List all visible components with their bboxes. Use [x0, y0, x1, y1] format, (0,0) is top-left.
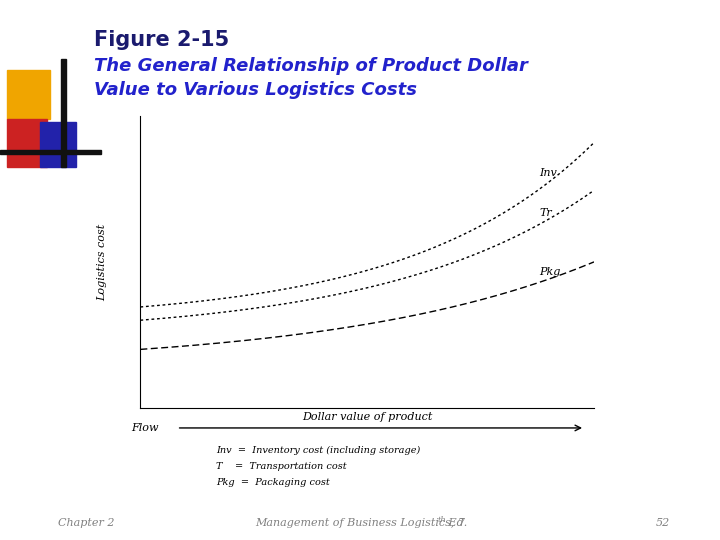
- X-axis label: Dollar value of product: Dollar value of product: [302, 412, 433, 422]
- Text: th: th: [438, 516, 446, 524]
- Text: T    =  Transportation cost: T = Transportation cost: [216, 462, 346, 471]
- Text: Management of Business Logistics, 7: Management of Business Logistics, 7: [255, 518, 465, 528]
- Text: Inv: Inv: [539, 168, 557, 178]
- Text: Pkg  =  Packaging cost: Pkg = Packaging cost: [216, 478, 330, 487]
- Text: 52: 52: [655, 518, 670, 528]
- Text: Figure 2-15: Figure 2-15: [94, 30, 229, 50]
- Text: Value to Various Logistics Costs: Value to Various Logistics Costs: [94, 81, 417, 99]
- Text: Tr: Tr: [539, 208, 552, 218]
- Text: Flow: Flow: [131, 423, 158, 433]
- Text: Pkg: Pkg: [539, 267, 561, 276]
- Text: Ed.: Ed.: [445, 518, 467, 528]
- Text: The General Relationship of Product Dollar: The General Relationship of Product Doll…: [94, 57, 528, 75]
- Text: Chapter 2: Chapter 2: [58, 518, 114, 528]
- Text: Logistics cost: Logistics cost: [97, 223, 107, 301]
- Text: Inv  =  Inventory cost (including storage): Inv = Inventory cost (including storage): [216, 446, 420, 455]
